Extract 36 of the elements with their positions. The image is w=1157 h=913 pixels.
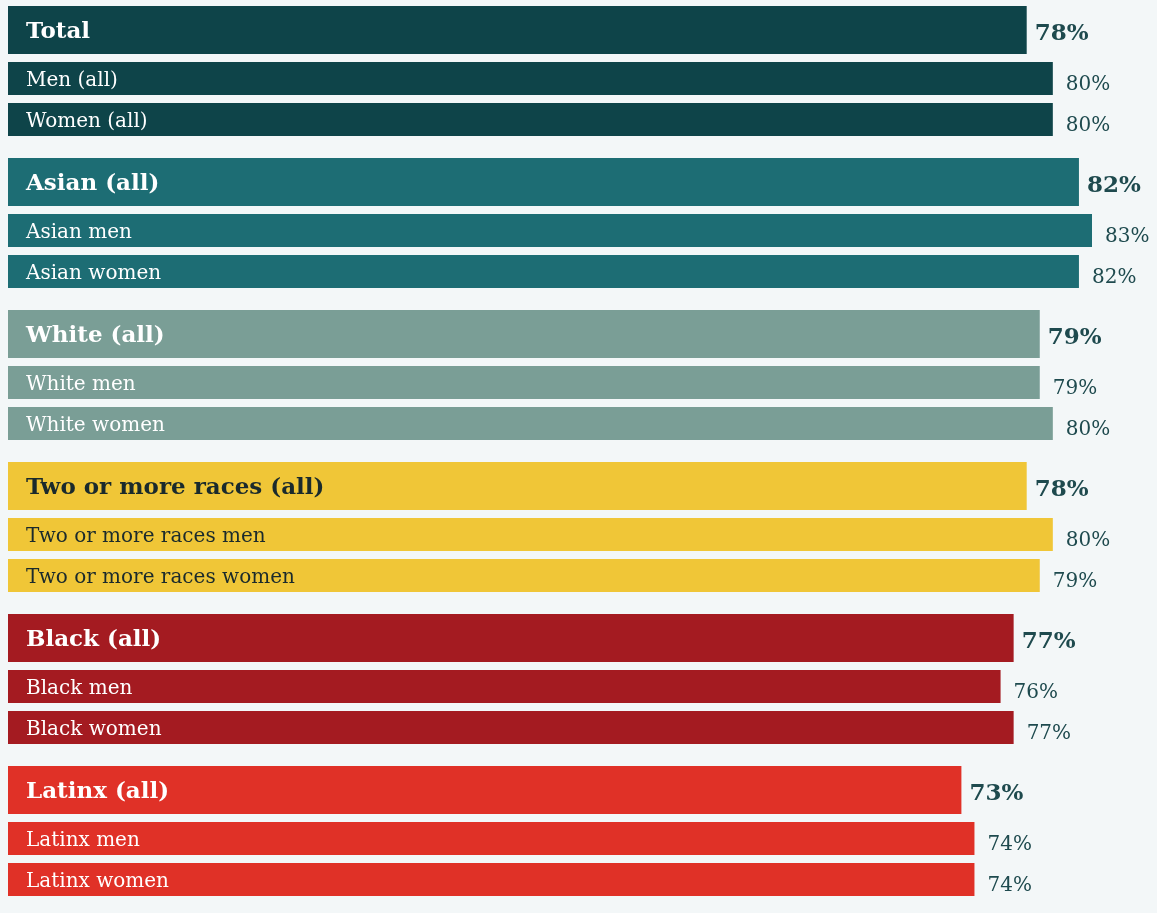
data-label: 83% <box>1105 222 1150 247</box>
y-tick-label: Latinx (all) <box>26 776 170 804</box>
y-tick-label: Asian men <box>25 218 133 243</box>
y-tick-label: Two or more races (all) <box>26 472 325 500</box>
y-tick-label: Black (all) <box>26 624 162 652</box>
y-tick-label: Asian (all) <box>25 168 160 196</box>
y-tick-label: Two or more races men <box>26 522 266 547</box>
y-tick-label: White women <box>26 411 166 436</box>
y-tick-label: Total <box>26 16 91 44</box>
data-label: 74% <box>987 871 1032 896</box>
data-label: 80% <box>1065 111 1111 136</box>
y-tick-label: Men (all) <box>26 66 118 91</box>
data-label: 77% <box>1021 626 1076 654</box>
data-label: 80% <box>1065 70 1111 95</box>
data-label: 82% <box>1091 263 1137 288</box>
y-tick-label: Latinx men <box>26 826 140 851</box>
data-label: 79% <box>1052 374 1098 399</box>
data-label: 82% <box>1086 170 1141 198</box>
data-label: 80% <box>1065 526 1111 551</box>
y-tick-label: Black men <box>26 674 133 699</box>
y-tick-label: Asian women <box>25 259 162 284</box>
y-tick-label: Two or more races women <box>26 563 295 588</box>
data-label: 79% <box>1047 322 1102 350</box>
data-label: 74% <box>987 830 1032 855</box>
data-label: 77% <box>1026 719 1072 744</box>
data-label: 79% <box>1052 567 1098 592</box>
y-tick-label: Women (all) <box>26 107 148 132</box>
y-tick-label: Black women <box>26 715 162 740</box>
data-label: 78% <box>1034 474 1089 502</box>
data-label: 80% <box>1065 415 1111 440</box>
data-label: 73% <box>969 778 1024 806</box>
data-label: 76% <box>1013 678 1059 703</box>
data-label: 78% <box>1034 18 1089 46</box>
y-tick-label: White (all) <box>25 320 165 348</box>
y-tick-label: Latinx women <box>26 867 170 892</box>
y-tick-label: White men <box>26 370 136 395</box>
